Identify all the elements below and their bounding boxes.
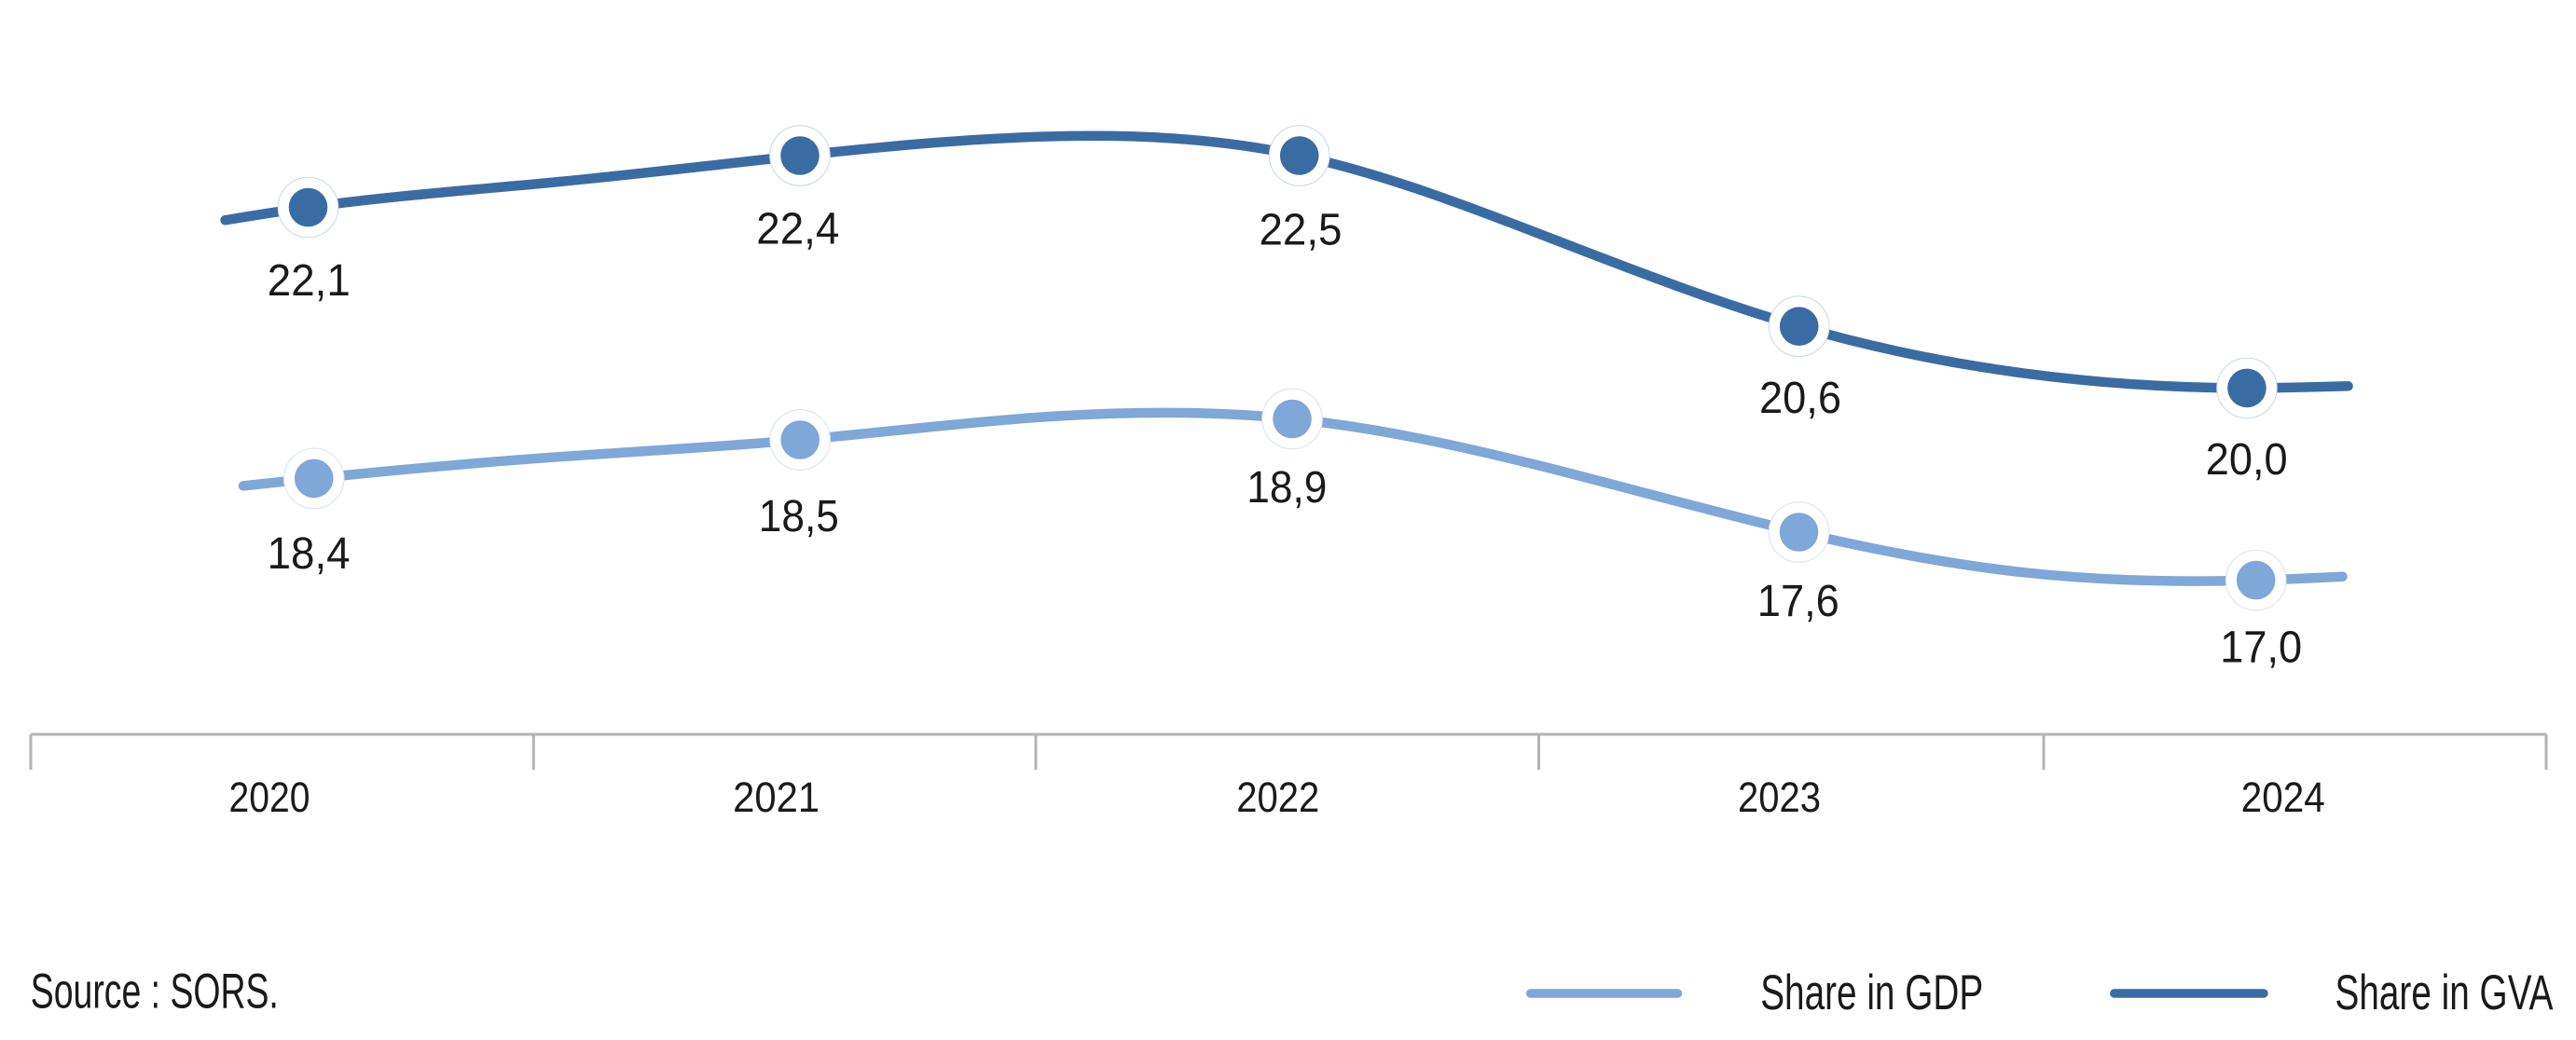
- svg-text:20,0: 20,0: [2206, 434, 2288, 485]
- svg-text:2021: 2021: [733, 773, 820, 821]
- svg-text:18,5: 18,5: [759, 491, 839, 541]
- svg-text:Share in GDP: Share in GDP: [1760, 965, 1983, 1020]
- svg-text:2023: 2023: [1738, 773, 1821, 821]
- svg-text:2020: 2020: [229, 773, 310, 821]
- svg-text:2024: 2024: [2241, 773, 2325, 821]
- svg-text:22,5: 22,5: [1260, 204, 1343, 254]
- svg-text:18,4: 18,4: [268, 528, 351, 579]
- svg-text:20,6: 20,6: [1759, 373, 1841, 423]
- svg-text:17,0: 17,0: [2220, 623, 2302, 673]
- svg-text:18,9: 18,9: [1247, 462, 1327, 513]
- svg-text:Source : SORS.: Source : SORS.: [31, 965, 279, 1019]
- svg-text:22,4: 22,4: [756, 204, 839, 254]
- svg-text:17,6: 17,6: [1757, 576, 1839, 626]
- svg-text:Share in GVA: Share in GVA: [2335, 965, 2554, 1020]
- svg-text:22,1: 22,1: [268, 255, 351, 306]
- svg-text:2022: 2022: [1236, 773, 1319, 821]
